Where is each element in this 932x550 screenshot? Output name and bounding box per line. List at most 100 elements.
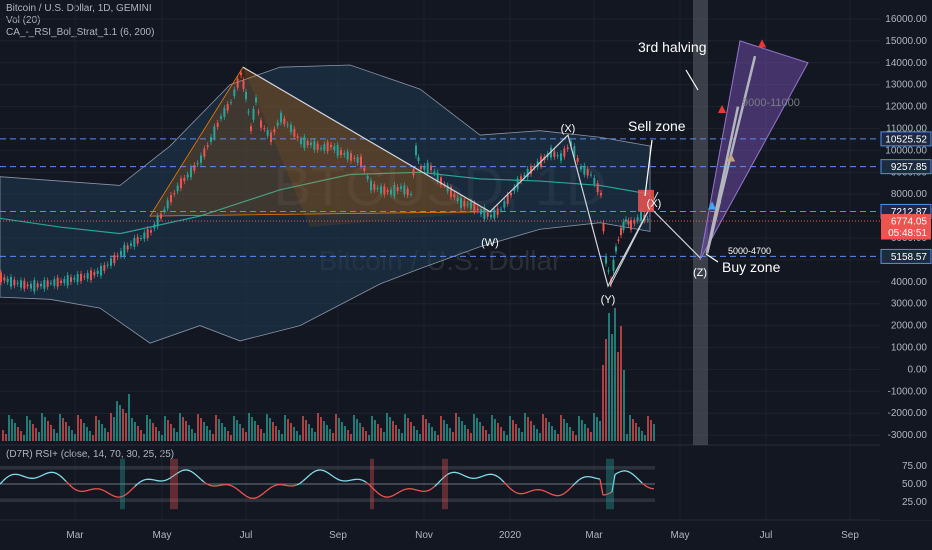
volume-bar <box>518 428 520 441</box>
rsi-segment <box>374 489 379 494</box>
candle-body <box>203 148 206 157</box>
candle-body <box>423 165 426 170</box>
volume-bar <box>116 401 118 441</box>
rsi-segment <box>578 477 583 481</box>
price-tick-label: 0.00 <box>908 364 928 375</box>
candle-body <box>186 174 189 178</box>
rsi-segment <box>506 484 511 489</box>
volume-bar <box>485 430 487 441</box>
rsi-segment <box>71 486 76 490</box>
rsi-segment <box>362 479 367 483</box>
volume-bar <box>299 435 301 441</box>
rsi-segment <box>596 477 601 480</box>
candle-body <box>373 184 376 190</box>
volume-bar <box>320 417 322 441</box>
candle-body <box>306 141 309 146</box>
rsi-segment <box>77 490 82 493</box>
volume-bar <box>410 422 412 441</box>
candle-body <box>23 280 26 289</box>
volume-bar <box>149 419 151 441</box>
volume-bars <box>2 308 655 441</box>
volume-bar <box>272 422 274 441</box>
candle-body <box>86 273 89 279</box>
volume-bar <box>263 433 265 441</box>
price-tick-label: 4000.00 <box>891 277 928 288</box>
volume-bar <box>569 427 571 441</box>
rsi-segment <box>371 486 376 491</box>
rsi-segment <box>440 476 445 481</box>
volume-bar <box>497 423 499 441</box>
rsi-segment <box>161 479 166 482</box>
candle-body <box>300 139 302 145</box>
price-tick-label: 12000.00 <box>885 102 927 113</box>
rsi-segment <box>515 491 520 495</box>
volume-bar <box>416 430 418 441</box>
volume-bar <box>143 434 145 441</box>
volume-bar <box>437 435 439 441</box>
candle-body <box>586 169 589 176</box>
rsi-segment <box>272 484 277 487</box>
sell-zone-label: Sell zone <box>628 118 686 134</box>
volume-bar <box>296 431 298 441</box>
rsi-segment <box>482 474 487 477</box>
rsi-segment <box>173 472 178 477</box>
sell-zone-box <box>638 189 654 212</box>
price-tick-label: 14000.00 <box>885 58 927 69</box>
volume-bar <box>278 430 280 441</box>
rsi-segment <box>413 488 418 491</box>
candle-body <box>590 174 592 176</box>
volume-bar <box>182 417 184 441</box>
volume-bar <box>395 425 397 441</box>
rsi-segment <box>548 492 553 496</box>
volume-bar <box>404 414 406 441</box>
rsi-segment <box>539 489 544 492</box>
price-tag-box <box>880 159 932 175</box>
candle-body <box>283 118 286 125</box>
candle-body <box>56 277 59 287</box>
candle-body <box>276 122 279 126</box>
candle-body <box>190 167 192 178</box>
candle-body <box>90 270 92 281</box>
rsi-segment <box>335 477 340 481</box>
candle-body <box>153 224 156 229</box>
symbol-title[interactable]: Bitcoin / U.S. Dollar, 1D, GEMINI <box>6 3 152 14</box>
volume-bar <box>137 426 139 441</box>
candles <box>0 69 649 295</box>
indicator-label[interactable]: CA_-_RSI_Bol_Strat_1.1 (6, 200) <box>6 27 155 38</box>
rocket-icon: ▲ <box>715 100 729 116</box>
candle-body <box>252 108 255 120</box>
rsi-label[interactable]: (D7R) RSI+ (close, 14, 70, 30, 25, 25) <box>6 449 175 460</box>
volume-bar <box>581 420 583 441</box>
volume-bar <box>542 414 544 441</box>
candle-body <box>223 108 226 117</box>
candle-body <box>553 151 556 157</box>
volume-bar <box>473 414 475 441</box>
volume-bar <box>20 431 22 441</box>
volume-bar <box>119 405 121 441</box>
candle-body <box>430 165 432 171</box>
rsi-segment <box>641 482 646 486</box>
candle-body <box>63 279 66 284</box>
volume-label[interactable]: Vol (20) <box>6 15 41 26</box>
candle-body <box>440 177 442 185</box>
candle-body <box>6 278 9 282</box>
price-tag: 10525.52 <box>880 131 932 147</box>
candle-body <box>370 180 372 191</box>
volume-bar <box>527 417 529 441</box>
candle-body <box>96 270 99 274</box>
rsi-segment <box>467 476 472 479</box>
candle-body <box>470 201 472 209</box>
volume-bar <box>191 429 193 441</box>
candle-body <box>236 78 239 88</box>
rsi-signal-bar <box>370 458 374 510</box>
sell-zone-arrow <box>644 139 653 197</box>
volume-bar <box>179 413 181 441</box>
candle-body <box>583 165 586 175</box>
volume-bar <box>611 334 613 441</box>
third-halving-label: 3rd halving <box>638 39 707 55</box>
price-tick-label: 10000.00 <box>885 145 927 156</box>
volume-bar <box>338 418 340 441</box>
candle-body <box>242 80 245 89</box>
rsi-segment <box>509 487 514 492</box>
